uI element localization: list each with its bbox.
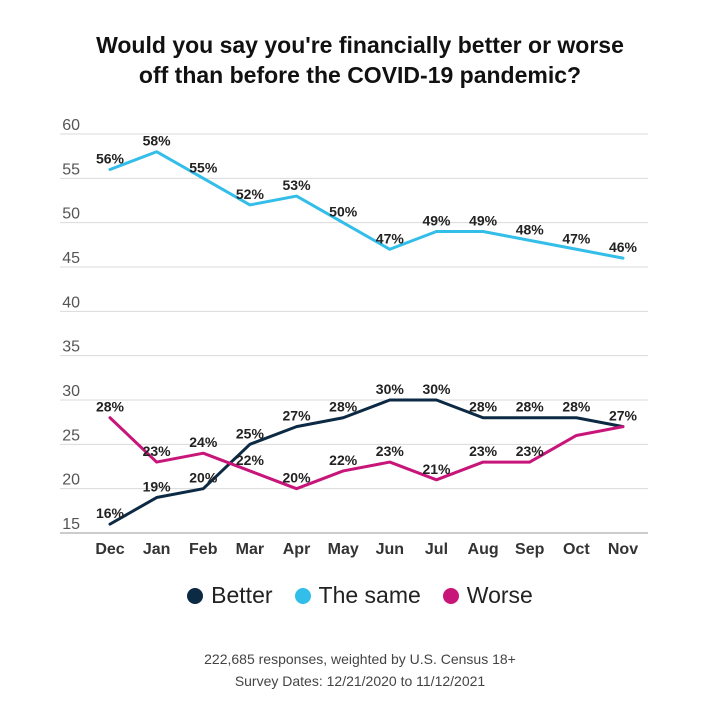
legend-label-same: The same bbox=[318, 582, 421, 608]
data-label-better-jan: 19% bbox=[143, 479, 172, 495]
line-layer bbox=[108, 150, 625, 526]
data-label-better-dec: 16% bbox=[96, 505, 125, 521]
data-label-better-aug: 28% bbox=[469, 399, 498, 415]
x-tick-label-aug: Aug bbox=[468, 541, 499, 558]
data-label-worse-mar: 22% bbox=[236, 452, 265, 468]
data-label-better-sep: 28% bbox=[516, 399, 545, 415]
data-label-better-may: 28% bbox=[329, 399, 358, 415]
data-label-worse-sep: 23% bbox=[516, 443, 545, 459]
x-tick-label-jan: Jan bbox=[143, 541, 171, 558]
y-tick-label-50: 50 bbox=[62, 206, 80, 223]
data-label-the-same-oct: 47% bbox=[562, 230, 591, 246]
x-tick-label-mar: Mar bbox=[236, 541, 264, 558]
data-label-the-same-jul: 49% bbox=[422, 213, 451, 229]
data-label-worse-jun: 23% bbox=[376, 443, 405, 459]
data-label-the-same-dec: 56% bbox=[96, 150, 125, 166]
x-tick-label-jul: Jul bbox=[425, 541, 448, 558]
x-tick-label-may: May bbox=[328, 541, 359, 558]
legend-item-worse: Worse bbox=[442, 582, 533, 609]
series-line-the-same bbox=[108, 150, 625, 260]
x-tick-label-nov: Nov bbox=[608, 541, 638, 558]
legend-item-better: Better bbox=[187, 582, 273, 609]
data-label-better-feb: 20% bbox=[189, 470, 218, 486]
data-label-worse-dec: 28% bbox=[96, 399, 125, 415]
label-layer: 16% 19% 20% 25% 27% 28% 30% 30% 28% 28% 28% 27% 56% 5… bbox=[96, 133, 638, 521]
y-tick-label-35: 35 bbox=[62, 339, 80, 356]
data-label-the-same-nov: 46% bbox=[609, 239, 638, 255]
y-tick-label-45: 45 bbox=[62, 250, 80, 267]
data-label-better-jul: 30% bbox=[422, 381, 451, 397]
data-label-the-same-apr: 53% bbox=[283, 177, 312, 193]
x-tick-label-dec: Dec bbox=[95, 541, 124, 558]
data-label-the-same-sep: 48% bbox=[516, 221, 545, 237]
x-tick-label-jun: Jun bbox=[376, 541, 404, 558]
y-tick-label-40: 40 bbox=[62, 294, 80, 311]
data-label-worse-aug: 23% bbox=[469, 443, 498, 459]
data-label-better-apr: 27% bbox=[283, 408, 312, 424]
legend-item-same: The same bbox=[294, 582, 421, 609]
chart-title-line-1: Would you say you're financially better … bbox=[96, 32, 624, 58]
data-label-the-same-jun: 47% bbox=[376, 230, 405, 246]
data-label-worse-jan: 23% bbox=[143, 443, 172, 459]
grid-layer: 15 20 25 30 35 40 45 50 55 60 Dec Jan Feb Mar Apr May Ju… bbox=[60, 117, 648, 558]
y-tick-label-55: 55 bbox=[62, 161, 80, 178]
footer-responses: 222,685 responses, weighted by U.S. Cens… bbox=[204, 651, 516, 667]
chart-title-line-2: off than before the COVID-19 pandemic? bbox=[138, 62, 582, 88]
series-line-better bbox=[108, 398, 625, 526]
data-label-the-same-feb: 55% bbox=[189, 159, 218, 175]
data-label-the-same-aug: 49% bbox=[469, 213, 498, 229]
x-tick-label-apr: Apr bbox=[283, 541, 311, 558]
data-label-better-nov: 27% bbox=[609, 408, 638, 424]
x-tick-label-feb: Feb bbox=[189, 541, 218, 558]
y-tick-label-30: 30 bbox=[62, 383, 80, 400]
data-label-worse-may: 22% bbox=[329, 452, 358, 468]
x-tick-label-oct: Oct bbox=[563, 541, 590, 558]
footer-survey-dates: Survey Dates: 12/21/2020 to 11/12/2021 bbox=[234, 673, 486, 689]
y-tick-label-25: 25 bbox=[62, 427, 80, 444]
legend-label-better: Better bbox=[211, 582, 273, 608]
data-label-worse-jul: 21% bbox=[422, 461, 451, 477]
legend-label-worse: Worse bbox=[466, 582, 533, 608]
x-tick-label-sep: Sep bbox=[515, 541, 545, 558]
legend-swatch-worse bbox=[442, 587, 459, 604]
legend-swatch-same bbox=[294, 587, 311, 604]
data-label-the-same-mar: 52% bbox=[236, 186, 265, 202]
data-label-better-jun: 30% bbox=[376, 381, 405, 397]
data-label-the-same-jan: 58% bbox=[143, 133, 172, 149]
y-tick-label-20: 20 bbox=[62, 472, 80, 489]
y-tick-label-15: 15 bbox=[62, 516, 80, 533]
legend-swatch-better bbox=[187, 587, 204, 604]
legend: Better The same Worse bbox=[0, 582, 720, 609]
chart-title: Would you say you're financially better … bbox=[0, 30, 720, 90]
data-label-worse-feb: 24% bbox=[189, 434, 218, 450]
y-tick-label-60: 60 bbox=[62, 117, 80, 134]
data-label-better-mar: 25% bbox=[236, 425, 265, 441]
data-label-the-same-may: 50% bbox=[329, 204, 358, 220]
footer-note: 222,685 responses, weighted by U.S. Cens… bbox=[0, 648, 720, 692]
series-line-worse bbox=[108, 416, 625, 491]
data-label-worse-apr: 20% bbox=[283, 470, 312, 486]
data-label-better-oct: 28% bbox=[562, 399, 591, 415]
